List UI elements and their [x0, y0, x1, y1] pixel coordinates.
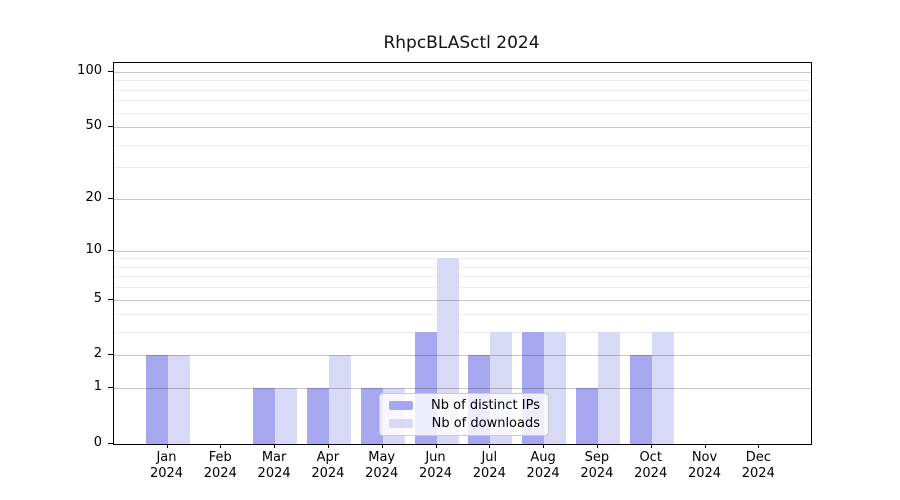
gridline-10	[114, 250, 811, 252]
x-tick-label-apr: Apr 2024	[311, 450, 345, 481]
x-tick-label-jul: Jul 2024	[472, 450, 506, 481]
gridline-80	[114, 89, 811, 91]
y-tick-label-100: 100	[77, 63, 102, 78]
gridline-9	[114, 258, 811, 260]
bar-nb-of-distinct-ips-apr	[306, 388, 329, 444]
chart-title: RhpcBLASctl 2024	[383, 33, 540, 53]
legend-label-downloads: Nb of downloads	[431, 416, 540, 431]
minor-gridlines	[114, 63, 811, 444]
gridline-5	[114, 299, 811, 301]
gridline-8	[114, 266, 811, 268]
bar-nb-of-distinct-ips-sep	[575, 388, 598, 444]
x-tick-label-oct: Oct 2024	[634, 450, 668, 481]
x-tick-label-aug: Aug 2024	[526, 450, 560, 481]
y-tick-label-2: 2	[93, 346, 102, 362]
gridline-1	[114, 388, 811, 390]
gridline-4	[114, 314, 811, 316]
legend-label-distinct-ips: Nb of distinct IPs	[431, 398, 540, 413]
x-tick-label-jun: Jun 2024	[418, 450, 453, 481]
x-tick-label-dec: Dec 2024	[741, 450, 775, 481]
gridline-7	[114, 276, 811, 278]
legend-swatch-downloads	[389, 419, 413, 428]
bars-layer	[114, 63, 811, 444]
x-tick-label-sep: Sep 2024	[580, 450, 614, 481]
bar-nb-of-downloads-oct	[651, 332, 674, 444]
x-tick-label-may: May 2024	[365, 450, 399, 481]
y-tick-label-1: 1	[93, 379, 102, 395]
legend: Nb of distinct IPs Nb of downloads	[379, 393, 549, 436]
gridline-6	[114, 287, 811, 289]
x-tick-label-feb: Feb 2024	[203, 450, 237, 481]
legend-swatch-distinct-ips	[389, 401, 413, 410]
gridline-2	[114, 355, 811, 357]
legend-item-downloads: Nb of downloads	[389, 416, 540, 431]
bar-nb-of-distinct-ips-jan	[145, 355, 168, 444]
bar-nb-of-distinct-ips-oct	[629, 355, 652, 444]
bar-nb-of-downloads-jan	[167, 355, 190, 444]
gridline-50	[114, 127, 811, 129]
y-tick-label-10: 10	[85, 241, 102, 257]
gridline-20	[114, 198, 811, 200]
y-tick-label-0: 0	[93, 435, 102, 450]
bar-nb-of-distinct-ips-mar	[253, 388, 276, 444]
bar-nb-of-downloads-apr	[328, 355, 351, 444]
y-tick-label-5: 5	[93, 290, 102, 306]
gridline-3	[114, 332, 811, 334]
y-tick-label-20: 20	[85, 189, 102, 205]
bar-nb-of-downloads-sep	[597, 332, 620, 444]
gridline-60	[114, 112, 811, 114]
gridline-30	[114, 167, 811, 169]
x-tick-label-nov: Nov 2024	[687, 450, 722, 481]
gridline-90	[114, 80, 811, 82]
bar-nb-of-downloads-mar	[275, 388, 298, 444]
major-gridlines	[114, 63, 811, 444]
legend-item-distinct-ips: Nb of distinct IPs	[389, 398, 540, 413]
gridline-70	[114, 100, 811, 102]
gridline-100	[114, 72, 811, 73]
plot-area: Nb of distinct IPs Nb of downloads	[113, 62, 812, 445]
x-tick-label-jan: Jan 2024	[149, 450, 184, 481]
y-tick-label-50: 50	[85, 118, 102, 134]
x-tick-label-mar: Mar 2024	[257, 450, 291, 481]
gridline-40	[114, 144, 811, 146]
